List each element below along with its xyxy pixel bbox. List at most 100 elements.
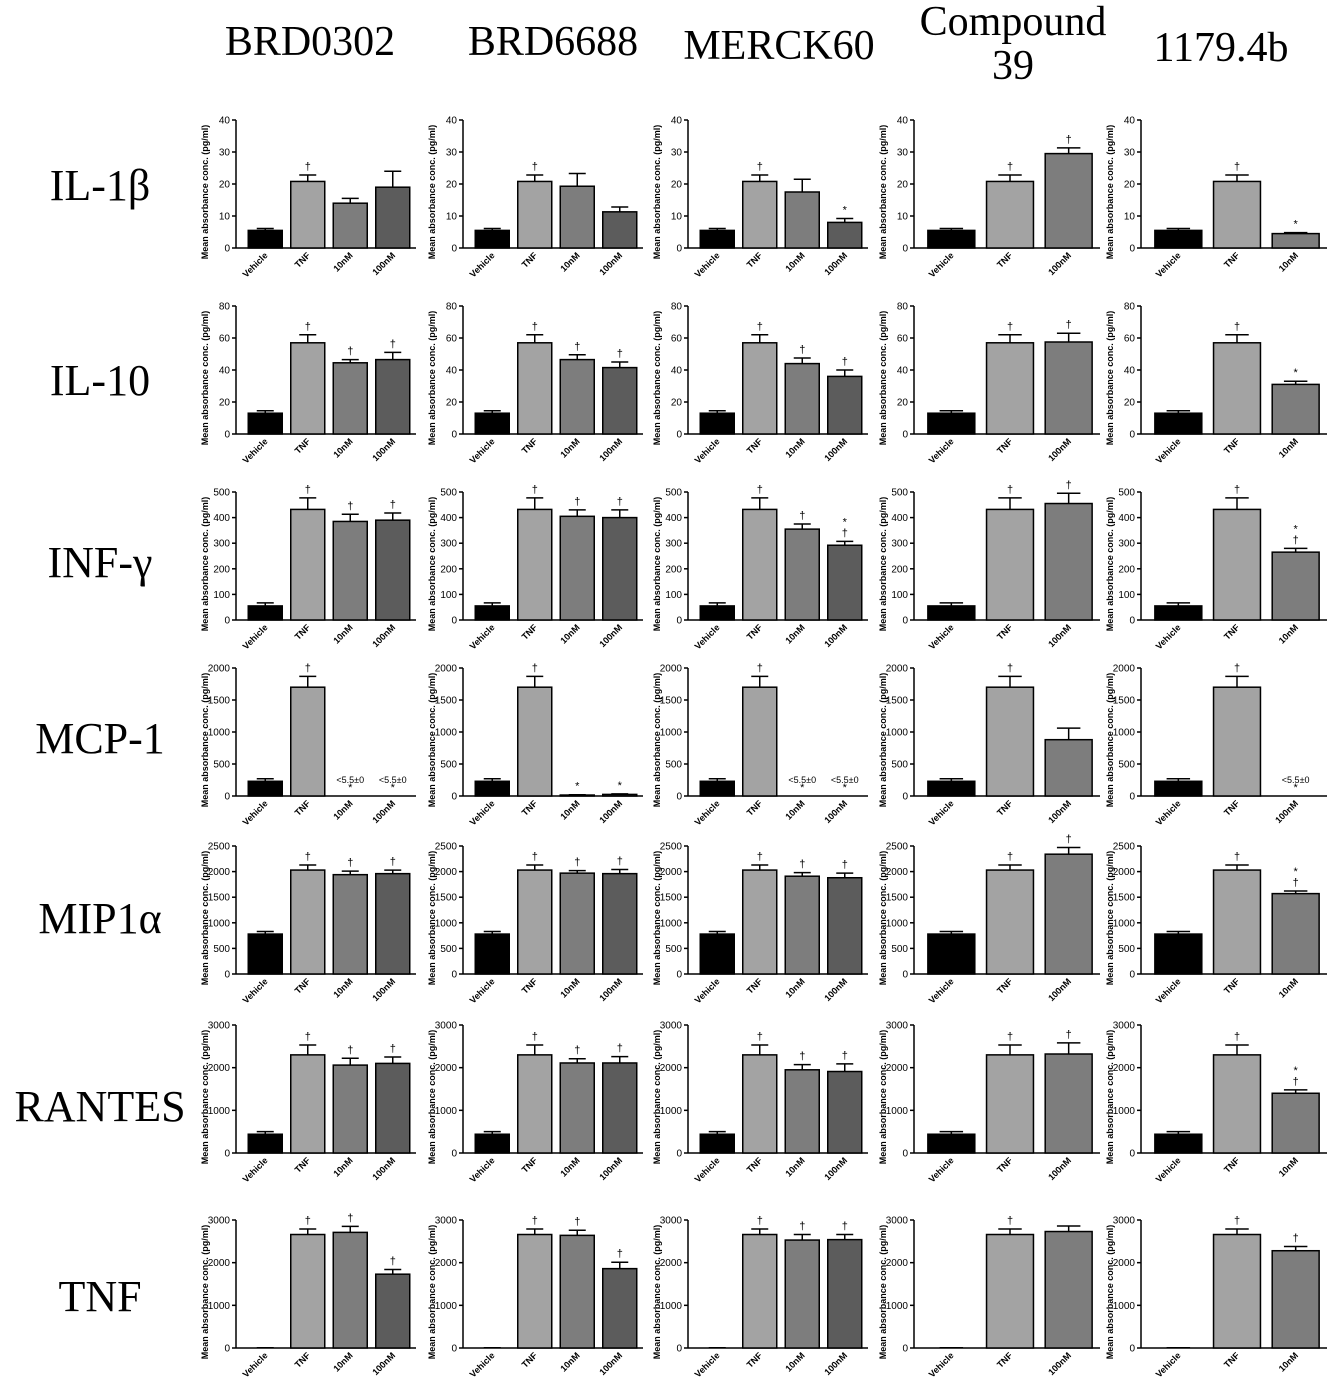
bar-10nm — [784, 875, 820, 975]
bar-vehicle — [247, 605, 283, 621]
significance-mark: † — [842, 1050, 848, 1062]
x-tick-label: TNF — [1222, 622, 1242, 642]
significance-mark: † — [1007, 662, 1013, 674]
significance-mark: † — [757, 484, 763, 496]
y-tick-label: 0 — [902, 616, 908, 627]
bar-vehicle — [474, 1133, 510, 1154]
bar-vehicle — [927, 1133, 976, 1154]
significance-mark: † — [617, 1248, 623, 1260]
x-tick-label: 10nM — [1277, 250, 1300, 273]
significance-mark: † — [390, 1043, 396, 1055]
significance-mark: † — [574, 1216, 580, 1228]
significance-mark: * — [575, 781, 580, 793]
x-tick-label: 100nM — [822, 1155, 849, 1182]
bar-vehicle — [927, 229, 976, 249]
y-axis-label: Mean absorbance conc. (pg/ml) — [652, 673, 662, 808]
x-tick-label: TNF — [995, 1350, 1015, 1370]
significance-mark: † — [532, 321, 538, 333]
significance-mark: † — [532, 161, 538, 173]
y-tick-label: 30 — [219, 148, 231, 159]
significance-mark: † — [1007, 161, 1013, 173]
bar-100nm — [602, 1062, 638, 1154]
x-tick-label: 100nM — [1046, 622, 1073, 649]
y-tick-label: 200 — [891, 564, 908, 575]
panel-il-1-1179-4b: Mean absorbance conc. (pg/ml) 0 10 20 30 40 Ve… — [1105, 116, 1327, 279]
y-tick-label: 500 — [440, 760, 457, 771]
y-tick-label: 2000 — [435, 1063, 458, 1074]
x-tick-label: 10nM — [558, 436, 581, 459]
x-tick-label: Vehicle — [241, 622, 270, 651]
significance-mark: † — [347, 1044, 353, 1056]
y-tick-label: 200 — [440, 564, 457, 575]
y-tick-label: 0 — [224, 1344, 230, 1355]
x-tick-label: Vehicle — [241, 798, 270, 827]
bar-tnf — [1212, 1233, 1262, 1349]
y-tick-label: 80 — [897, 302, 909, 313]
y-tick-label: 20 — [219, 398, 231, 409]
y-tick-label: 3000 — [660, 1216, 683, 1227]
x-tick-label: 10nM — [783, 798, 806, 821]
bar-10nm — [559, 515, 595, 621]
x-tick-label: 10nM — [1277, 1155, 1300, 1178]
y-tick-label: 0 — [1129, 430, 1135, 441]
y-tick-label: 0 — [676, 430, 682, 441]
bar-10nm — [1271, 383, 1320, 435]
bar-10nm — [1271, 892, 1320, 975]
bar-tnf — [985, 342, 1035, 435]
x-tick-label: Vehicle — [693, 798, 722, 827]
bar-vehicle — [474, 780, 510, 797]
y-tick-label: 0 — [1129, 244, 1135, 255]
y-tick-label: 0 — [902, 244, 908, 255]
y-tick-label: 2000 — [435, 867, 458, 878]
bar-tnf — [742, 1054, 778, 1154]
y-tick-label: 2000 — [435, 664, 458, 675]
x-tick-label: 100nM — [597, 250, 624, 277]
bar-vehicle — [1154, 1133, 1203, 1154]
x-tick-label: 100nM — [370, 250, 397, 277]
bar-tnf — [742, 342, 778, 435]
significance-mark: † — [1066, 134, 1072, 146]
y-tick-label: 30 — [897, 148, 909, 159]
y-tick-label: 500 — [891, 488, 908, 499]
bar-100nm — [375, 1062, 411, 1154]
x-tick-label: TNF — [995, 622, 1015, 642]
y-tick-label: 1000 — [1113, 728, 1136, 739]
x-tick-label: 10nM — [1277, 976, 1300, 999]
y-tick-label: 0 — [224, 616, 230, 627]
significance-mark: † — [757, 321, 763, 333]
panel-il-10-brd0302: Mean absorbance conc. (pg/ml) 0 20 40 60 80 Ve… — [200, 302, 416, 465]
bar-vehicle — [1154, 780, 1203, 797]
y-tick-label: 500 — [213, 760, 230, 771]
x-tick-label: TNF — [1222, 436, 1242, 456]
y-tick-label: 500 — [665, 488, 682, 499]
x-tick-label: 10nM — [331, 622, 354, 645]
bar-tnf — [985, 1054, 1035, 1154]
bar-tnf — [517, 342, 553, 435]
y-tick-label: 80 — [671, 302, 683, 313]
y-tick-label: 500 — [891, 944, 908, 955]
x-tick-label: 100nM — [1046, 798, 1073, 825]
y-tick-label: 0 — [224, 430, 230, 441]
y-tick-label: 0 — [676, 1344, 682, 1355]
x-tick-label: Vehicle — [927, 1155, 956, 1184]
bar-vehicle — [474, 412, 510, 435]
x-tick-label: 100nM — [822, 798, 849, 825]
x-tick-label: Vehicle — [693, 436, 722, 465]
y-tick-label: 80 — [219, 302, 231, 313]
significance-mark: † — [757, 851, 763, 863]
significance-mark: † — [532, 484, 538, 496]
significance-mark: † — [532, 1031, 538, 1043]
bar-vehicle — [247, 1133, 283, 1154]
bar-tnf — [985, 180, 1035, 249]
x-tick-label: 10nM — [331, 798, 354, 821]
y-tick-label: 40 — [897, 366, 909, 377]
x-tick-label: Vehicle — [241, 1155, 270, 1184]
x-tick-label: Vehicle — [927, 798, 956, 827]
bar-10nm — [332, 520, 368, 621]
x-tick-label: 100nM — [370, 436, 397, 463]
y-tick-label: 1000 — [886, 1301, 909, 1312]
x-tick-label: Vehicle — [693, 1350, 722, 1379]
bar-10nm — [332, 362, 368, 435]
y-tick-label: 2000 — [660, 664, 683, 675]
y-tick-label: 0 — [676, 792, 682, 803]
